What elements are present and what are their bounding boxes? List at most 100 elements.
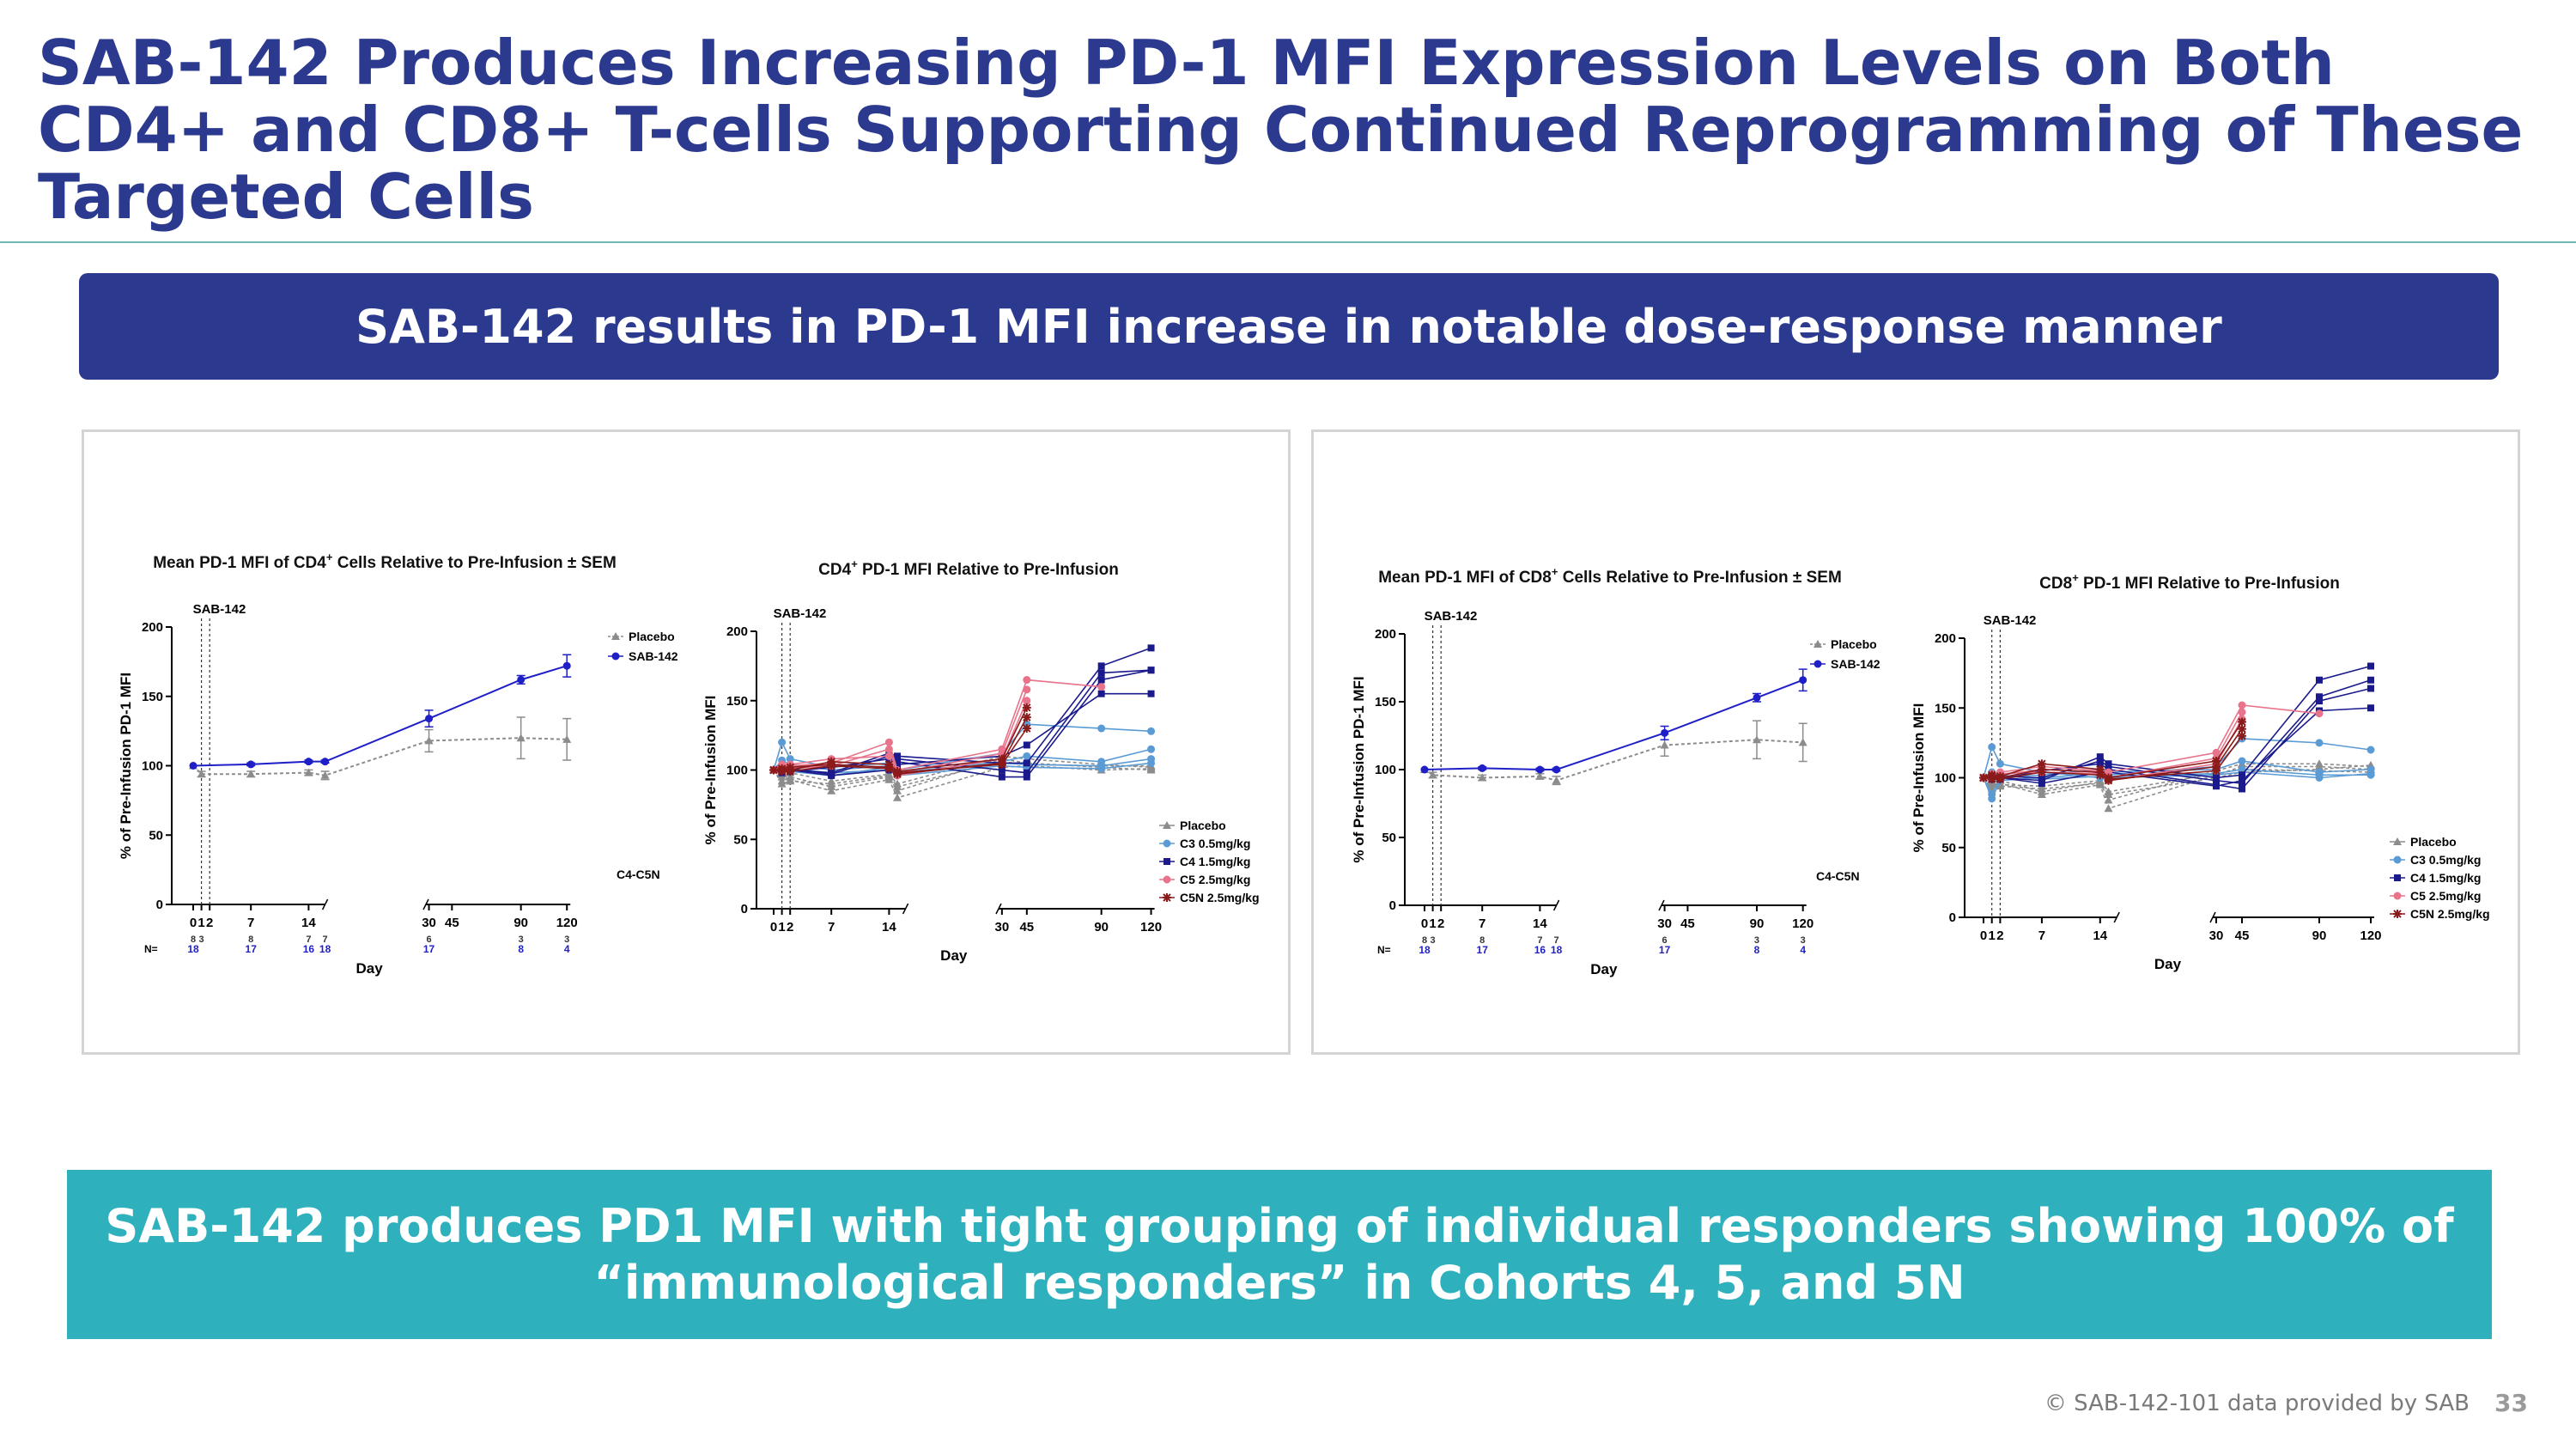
- cd4-mean-data-point: [425, 715, 434, 723]
- cd4-mean-n-sab142: 4: [564, 943, 570, 955]
- cd4-ind-data-point: [828, 771, 835, 779]
- cd8-mean-n-placebo: 3: [1754, 935, 1759, 946]
- cd8-ind-legend-marker: [2393, 837, 2402, 845]
- cd4-ind-data-point: [884, 738, 893, 746]
- top-banner-text: SAB-142 results in PD-1 MFI increase in …: [355, 299, 2222, 354]
- cd8-mean-x-label: Day: [1590, 961, 1618, 977]
- cd8-mean-legend-label: SAB-142: [1831, 657, 1880, 671]
- cd8-mean-y-tick-label: 50: [1382, 831, 1396, 845]
- cd4-ind-data-point: [1097, 676, 1105, 684]
- cd4-ind-data-point: [777, 779, 787, 788]
- cd4-ind-data-point: [893, 782, 902, 790]
- cd8-mean-data-point: [1753, 693, 1761, 702]
- cd8-ind-data-point: [2239, 785, 2245, 793]
- cd4-ind-legend-label: C5 2.5mg/kg: [1180, 873, 1250, 886]
- cd4-ind-legend-label: C5N 2.5mg/kg: [1180, 891, 1260, 904]
- cd4-mean-x-tick-label: 14: [301, 916, 316, 930]
- cd4-mean-data-point: [516, 734, 526, 742]
- cd8-mean-x-tick-label: 14: [1533, 916, 1547, 931]
- cd8-ind-data-point: [2239, 771, 2245, 779]
- cd8-ind-data-point: [1988, 743, 1996, 752]
- cd8-mean-n-sab142: 16: [1534, 944, 1546, 956]
- cd4-ind-subject-line: [773, 758, 1151, 792]
- cd4-mean-n-sab142: 18: [187, 943, 199, 955]
- cd8-mean-data-point: [1535, 765, 1544, 774]
- bottom-banner: SAB-142 produces PD1 MFI with tight grou…: [67, 1170, 2492, 1339]
- cd4-ind-x-tick-label: 0: [770, 920, 777, 935]
- cd8-ind-data-point: [2104, 804, 2113, 813]
- cd4-mean-legend-marker: [611, 652, 620, 661]
- cd4-mean-n-sab142: 16: [303, 943, 315, 955]
- top-banner: SAB-142 results in PD-1 MFI increase in …: [79, 273, 2499, 380]
- cd8-ind-x-tick-label: 1: [1989, 928, 1996, 943]
- cd8-ind-data-point: [2037, 768, 2046, 776]
- cd8-mean-legend-marker: [1814, 640, 1822, 648]
- cd8-ind-data-point: [2096, 753, 2104, 761]
- cd4-ind-data-point: [1097, 764, 1106, 773]
- cd4-ind-data-point: [1097, 690, 1105, 697]
- cd4-mean-y-tick-label: 50: [149, 828, 163, 843]
- cd8-ind-x-label: Day: [2154, 956, 2182, 972]
- cd8-mean-n-sab142: 4: [1800, 944, 1806, 956]
- cd4-mean-n-placebo: 7: [323, 935, 328, 945]
- cd8-ind-data-point: [2315, 759, 2324, 768]
- cd8-ind-data-point: [2239, 776, 2245, 784]
- cd4-ind-data-point: [786, 776, 795, 785]
- cd4-ind-data-point: [1023, 685, 1031, 694]
- cd8-mean-data-point: [1478, 773, 1487, 782]
- cd4-ind-x-tick-label: 90: [1094, 920, 1109, 935]
- cd8-mean-n-placebo: 7: [1537, 935, 1542, 946]
- cd8-mean-data-point: [1798, 738, 1807, 746]
- cd8-ind-data-point: [2213, 776, 2220, 784]
- cd4-mean-n-placebo: 3: [564, 935, 569, 945]
- cd8-ind-data-point: [2367, 704, 2374, 712]
- cd8-ind-y-tick-label: 50: [1941, 841, 1956, 855]
- cd8-ind-data-point: [2238, 717, 2246, 727]
- cd4-mean-n-sab142: 17: [246, 943, 258, 955]
- cd4-ind-x-tick-label: 45: [1019, 920, 1034, 935]
- cd4-mean-data-point: [189, 762, 197, 770]
- cd4-ind-legend-marker: [1163, 875, 1171, 884]
- cd4-mean-data-point: [517, 675, 526, 684]
- cd4-mean-data-point: [304, 768, 313, 776]
- cd4-mean-title: Mean PD-1 MFI of CD4+ Cells Relative to …: [153, 551, 617, 572]
- cd4-mean-title-main: Mean PD-1 MFI of CD4: [153, 554, 326, 572]
- cd8-mean-dosing-label: SAB-142: [1425, 609, 1478, 624]
- cd4-mean-legend-label: SAB-142: [629, 649, 678, 663]
- cd8-ind-legend-label: C5N 2.5mg/kg: [2410, 907, 2490, 921]
- cd8-mean-x-tick-label: 2: [1437, 916, 1444, 931]
- cd4-mean-data-point: [424, 736, 434, 745]
- cd8-ind-data-point: [2366, 770, 2375, 778]
- cd8-mean-n-sab142: 18: [1551, 944, 1563, 956]
- cd4-ind-legend-label: Placebo: [1180, 819, 1226, 832]
- cd8-ind-data-point: [1996, 759, 2004, 768]
- cd4-mean-data-point: [562, 661, 571, 670]
- cd4-ind-data-point: [827, 779, 836, 788]
- cd4-mean-n-placebo: 3: [199, 935, 204, 945]
- cd4-ind-data-point: [1147, 690, 1155, 697]
- cd4-ind-data-point: [778, 738, 787, 746]
- cd4-ind-x-tick-label: 120: [1140, 920, 1162, 935]
- cd8-ind-data-point: [2316, 693, 2323, 701]
- cd8-ind-x-tick-label: 30: [2209, 928, 2224, 943]
- cd8-ind-subject-line: [1983, 768, 2372, 793]
- cd4-mean-n-sab142: 18: [319, 943, 331, 955]
- cd8-ind-x-tick-label: 2: [1996, 928, 2003, 943]
- cd8-ind-x-tick-label: 90: [2312, 928, 2327, 943]
- cd8-ind-x-axis-break: [2113, 911, 2216, 923]
- cd8-ind-data-point: [1979, 773, 1988, 782]
- cd8-ind-legend-marker: [2393, 855, 2402, 864]
- cd8-mean-n-sab142: 17: [1659, 944, 1671, 956]
- cd4-ind-dosing-label: SAB-142: [774, 606, 827, 621]
- cd8-mean-n-sab142: 18: [1419, 944, 1431, 956]
- cd4-ind-data-point: [1023, 676, 1031, 685]
- cd8-ind-data-point: [2212, 766, 2221, 776]
- cd4-ind-data-point: [893, 793, 902, 801]
- cd8-ind-data-point: [2038, 780, 2045, 787]
- cd8-mean-n-placebo: 8: [1422, 935, 1427, 946]
- cd4-mean-y-tick-label: 200: [142, 620, 163, 635]
- cd4-ind-data-point: [1023, 697, 1031, 705]
- cd4-mean-y-tick-label: 100: [142, 759, 163, 774]
- cd8-ind-data-point: [2366, 746, 2375, 754]
- cd4-mean-legend-marker: [611, 632, 620, 640]
